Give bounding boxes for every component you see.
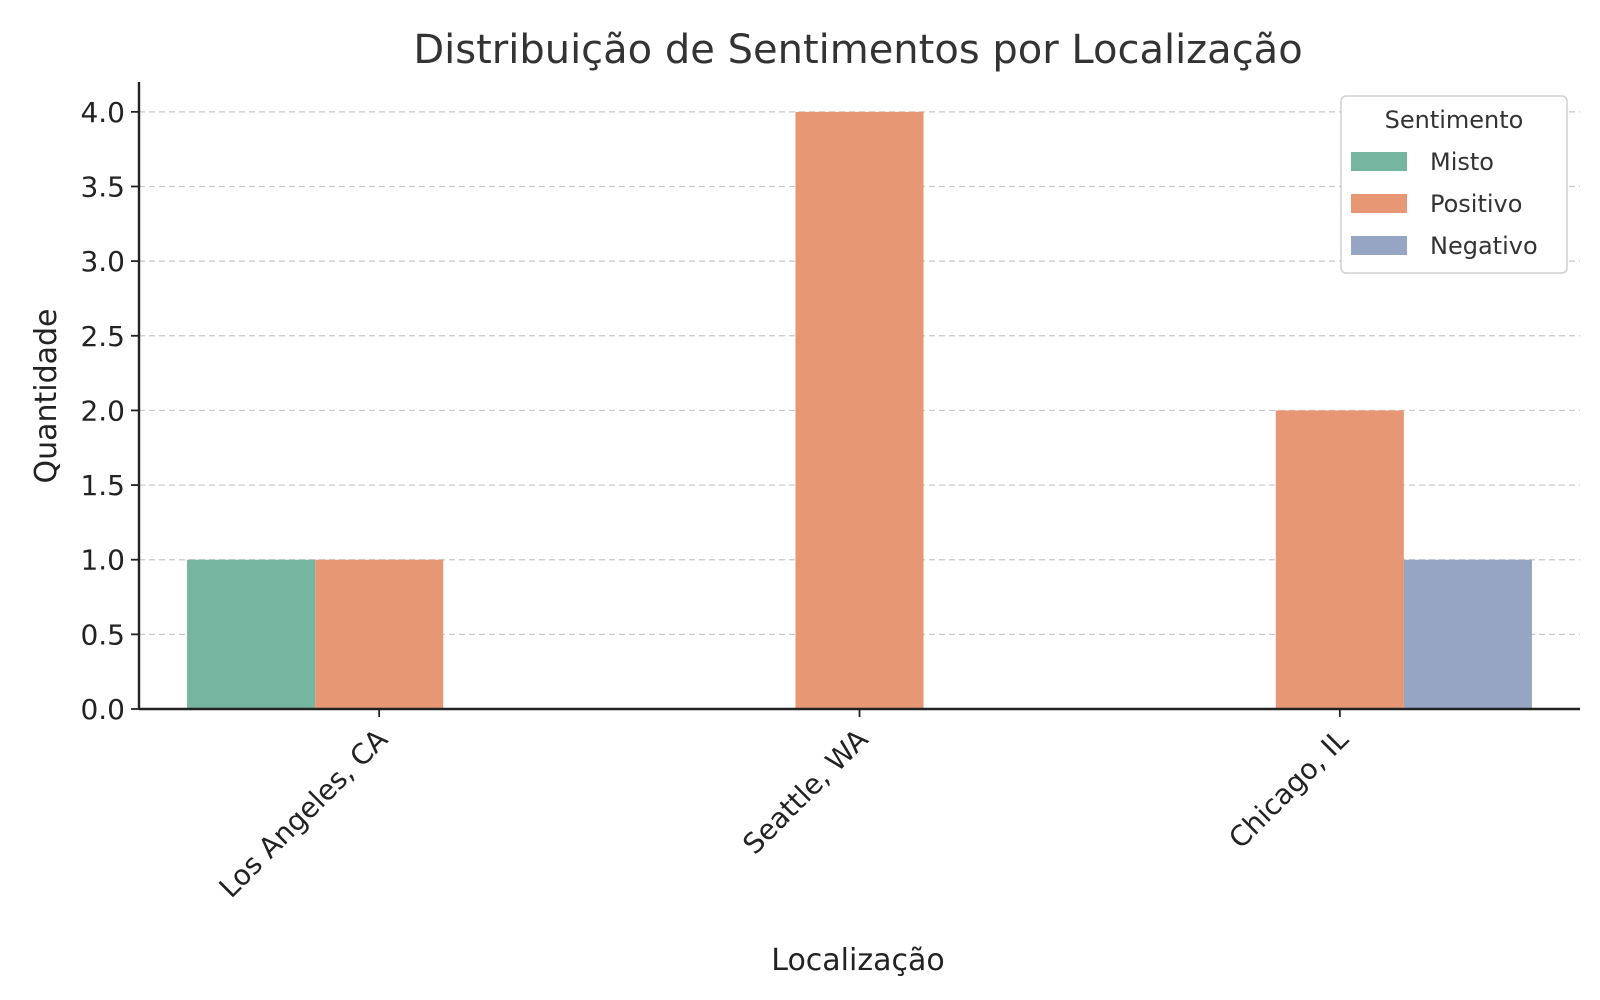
y-tick-label: 1.5 xyxy=(80,469,125,502)
legend-items: Misto Positivo Negativo xyxy=(1351,148,1538,260)
legend-title: Sentimento xyxy=(1385,106,1524,134)
x-tick-label: Chicago, IL xyxy=(1222,722,1355,855)
y-tick-label: 1.0 xyxy=(80,544,125,577)
y-tick-label: 3.0 xyxy=(80,245,125,278)
y-tick-label: 0.5 xyxy=(80,618,125,651)
y-tick-label: 2.5 xyxy=(80,320,125,353)
y-tick-label: 0.0 xyxy=(80,693,125,726)
legend: Sentimento Misto Positivo Negativo xyxy=(1340,95,1568,274)
bar-positivo xyxy=(795,111,924,710)
legend-swatch-misto xyxy=(1351,152,1407,171)
chart-title: Distribuição de Sentimentos por Localiza… xyxy=(413,27,1302,73)
bar-positivo xyxy=(1275,410,1404,709)
legend-swatch-positivo xyxy=(1351,194,1407,213)
y-ticks: 0.0 0.5 1.0 1.5 2.0 2.5 3.0 3.5 4.0 xyxy=(80,96,139,726)
legend-swatch-negativo xyxy=(1351,236,1407,255)
bar-misto xyxy=(187,559,316,709)
bar-positivo xyxy=(315,559,444,709)
y-axis-label: Quantidade xyxy=(29,308,64,483)
x-tick-label: Los Angeles, CA xyxy=(213,723,395,905)
legend-label-negativo: Negativo xyxy=(1430,232,1538,260)
x-tick-label: Seattle, WA xyxy=(736,723,874,861)
bars xyxy=(187,111,1532,710)
x-ticks: Los Angeles, CA Seattle, WA Chicago, IL xyxy=(213,709,1355,904)
legend-box xyxy=(1340,95,1568,274)
x-axis-label: Localização xyxy=(771,943,944,978)
y-tick-label: 4.0 xyxy=(80,96,125,129)
y-tick-label: 3.5 xyxy=(80,171,125,204)
bar-negativo xyxy=(1403,559,1532,709)
y-tick-label: 2.0 xyxy=(80,394,125,427)
legend-label-misto: Misto xyxy=(1430,148,1494,176)
legend-label-positivo: Positivo xyxy=(1430,190,1522,218)
